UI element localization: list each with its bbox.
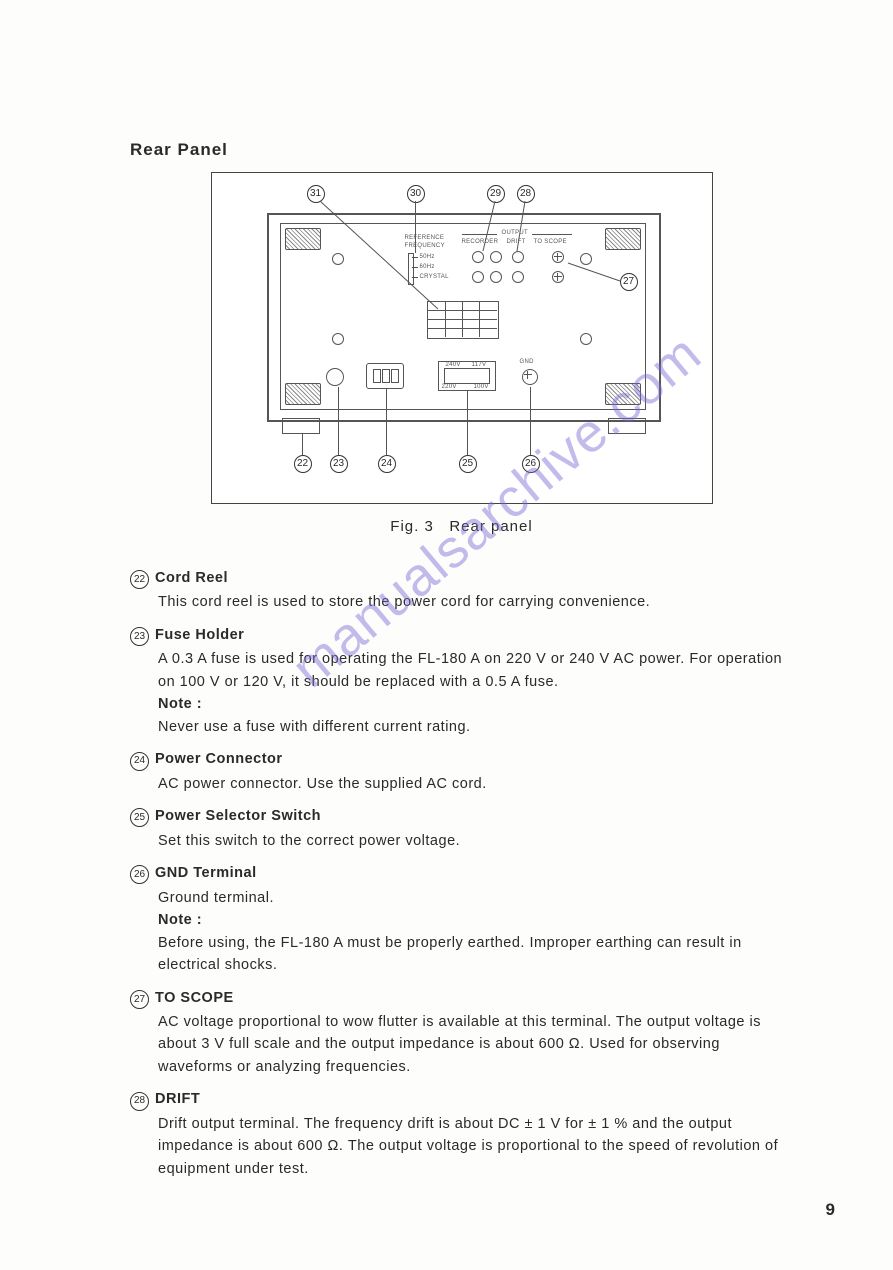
page-content: Rear Panel REFERENCE FREQUENCY 50Hz 60Hz… [0,0,893,1240]
item-head: 27 TO SCOPE [130,987,793,1009]
item-paragraph: AC voltage proportional to wow flutter i… [130,1011,793,1078]
item-head: 25 Power Selector Switch [130,805,793,827]
item-title: Cord Reel [155,567,228,589]
figure-caption: Fig. 3 Rear panel [130,518,793,535]
item-head: 22 Cord Reel [130,567,793,589]
item-paragraph: A 0.3 A fuse is used for operating the F… [130,648,793,693]
callout-22: 22 [294,455,312,473]
item-paragraph: This cord reel is used to store the powe… [130,591,793,613]
item-head: 28 DRIFT [130,1088,793,1110]
item-note-paragraph: Never use a fuse with different current … [130,716,793,738]
item-title: Power Selector Switch [155,805,321,827]
label-gnd: GND [520,359,534,365]
section-title: Rear Panel [130,140,793,160]
item-number: 22 [130,570,149,589]
callout-25: 25 [459,455,477,473]
item-head: 23 Fuse Holder [130,624,793,646]
item-title: Fuse Holder [155,624,244,646]
item-number: 23 [130,627,149,646]
callout-23: 23 [330,455,348,473]
item-head: 24 Power Connector [130,748,793,770]
item-note-label: Note : [130,909,793,931]
item-number: 25 [130,808,149,827]
label-240v: 240V [446,362,461,368]
item-26: 26 GND Terminal Ground terminal.Note :Befo… [130,862,793,976]
item-number: 27 [130,990,149,1009]
item-number: 28 [130,1092,149,1111]
item-27: 27 TO SCOPEAC voltage proportional to wow… [130,987,793,1079]
item-note-paragraph: Before using, the FL-180 A must be prope… [130,932,793,977]
item-number: 26 [130,865,149,884]
item-title: Power Connector [155,748,283,770]
item-paragraph: Ground terminal. [130,887,793,909]
item-number: 24 [130,752,149,771]
callout-24: 24 [378,455,396,473]
items-list: 22 Cord ReelThis cord reel is used to sto… [130,567,793,1180]
label-117v: 117V [472,362,487,368]
item-note-label: Note : [130,693,793,715]
label-220v: 220V [442,384,457,390]
label-to-scope: TO SCOPE [534,239,567,245]
item-paragraph: Set this switch to the correct power vol… [130,830,793,852]
item-22: 22 Cord ReelThis cord reel is used to sto… [130,567,793,614]
item-title: DRIFT [155,1088,200,1110]
item-24: 24 Power Connector AC power connector. Use… [130,748,793,795]
item-title: TO SCOPE [155,987,234,1009]
label-100v: 100V [474,384,489,390]
item-25: 25 Power Selector Switch Set this switch t… [130,805,793,852]
figure-caption-text: Rear panel [449,518,532,535]
item-23: 23 Fuse HolderA 0.3 A fuse is used for op… [130,624,793,738]
figure-caption-prefix: Fig. 3 [390,518,434,535]
item-head: 26 GND Terminal [130,862,793,884]
rear-panel-diagram: REFERENCE FREQUENCY 50Hz 60Hz CRYSTAL OU… [211,172,713,504]
item-paragraph: Drift output terminal. The frequency dri… [130,1113,793,1180]
item-paragraph: AC power connector. Use the supplied AC … [130,773,793,795]
item-28: 28 DRIFT Drift output terminal. The freque… [130,1088,793,1180]
item-title: GND Terminal [155,862,257,884]
page-number: 9 [826,1200,835,1220]
callout-26: 26 [522,455,540,473]
